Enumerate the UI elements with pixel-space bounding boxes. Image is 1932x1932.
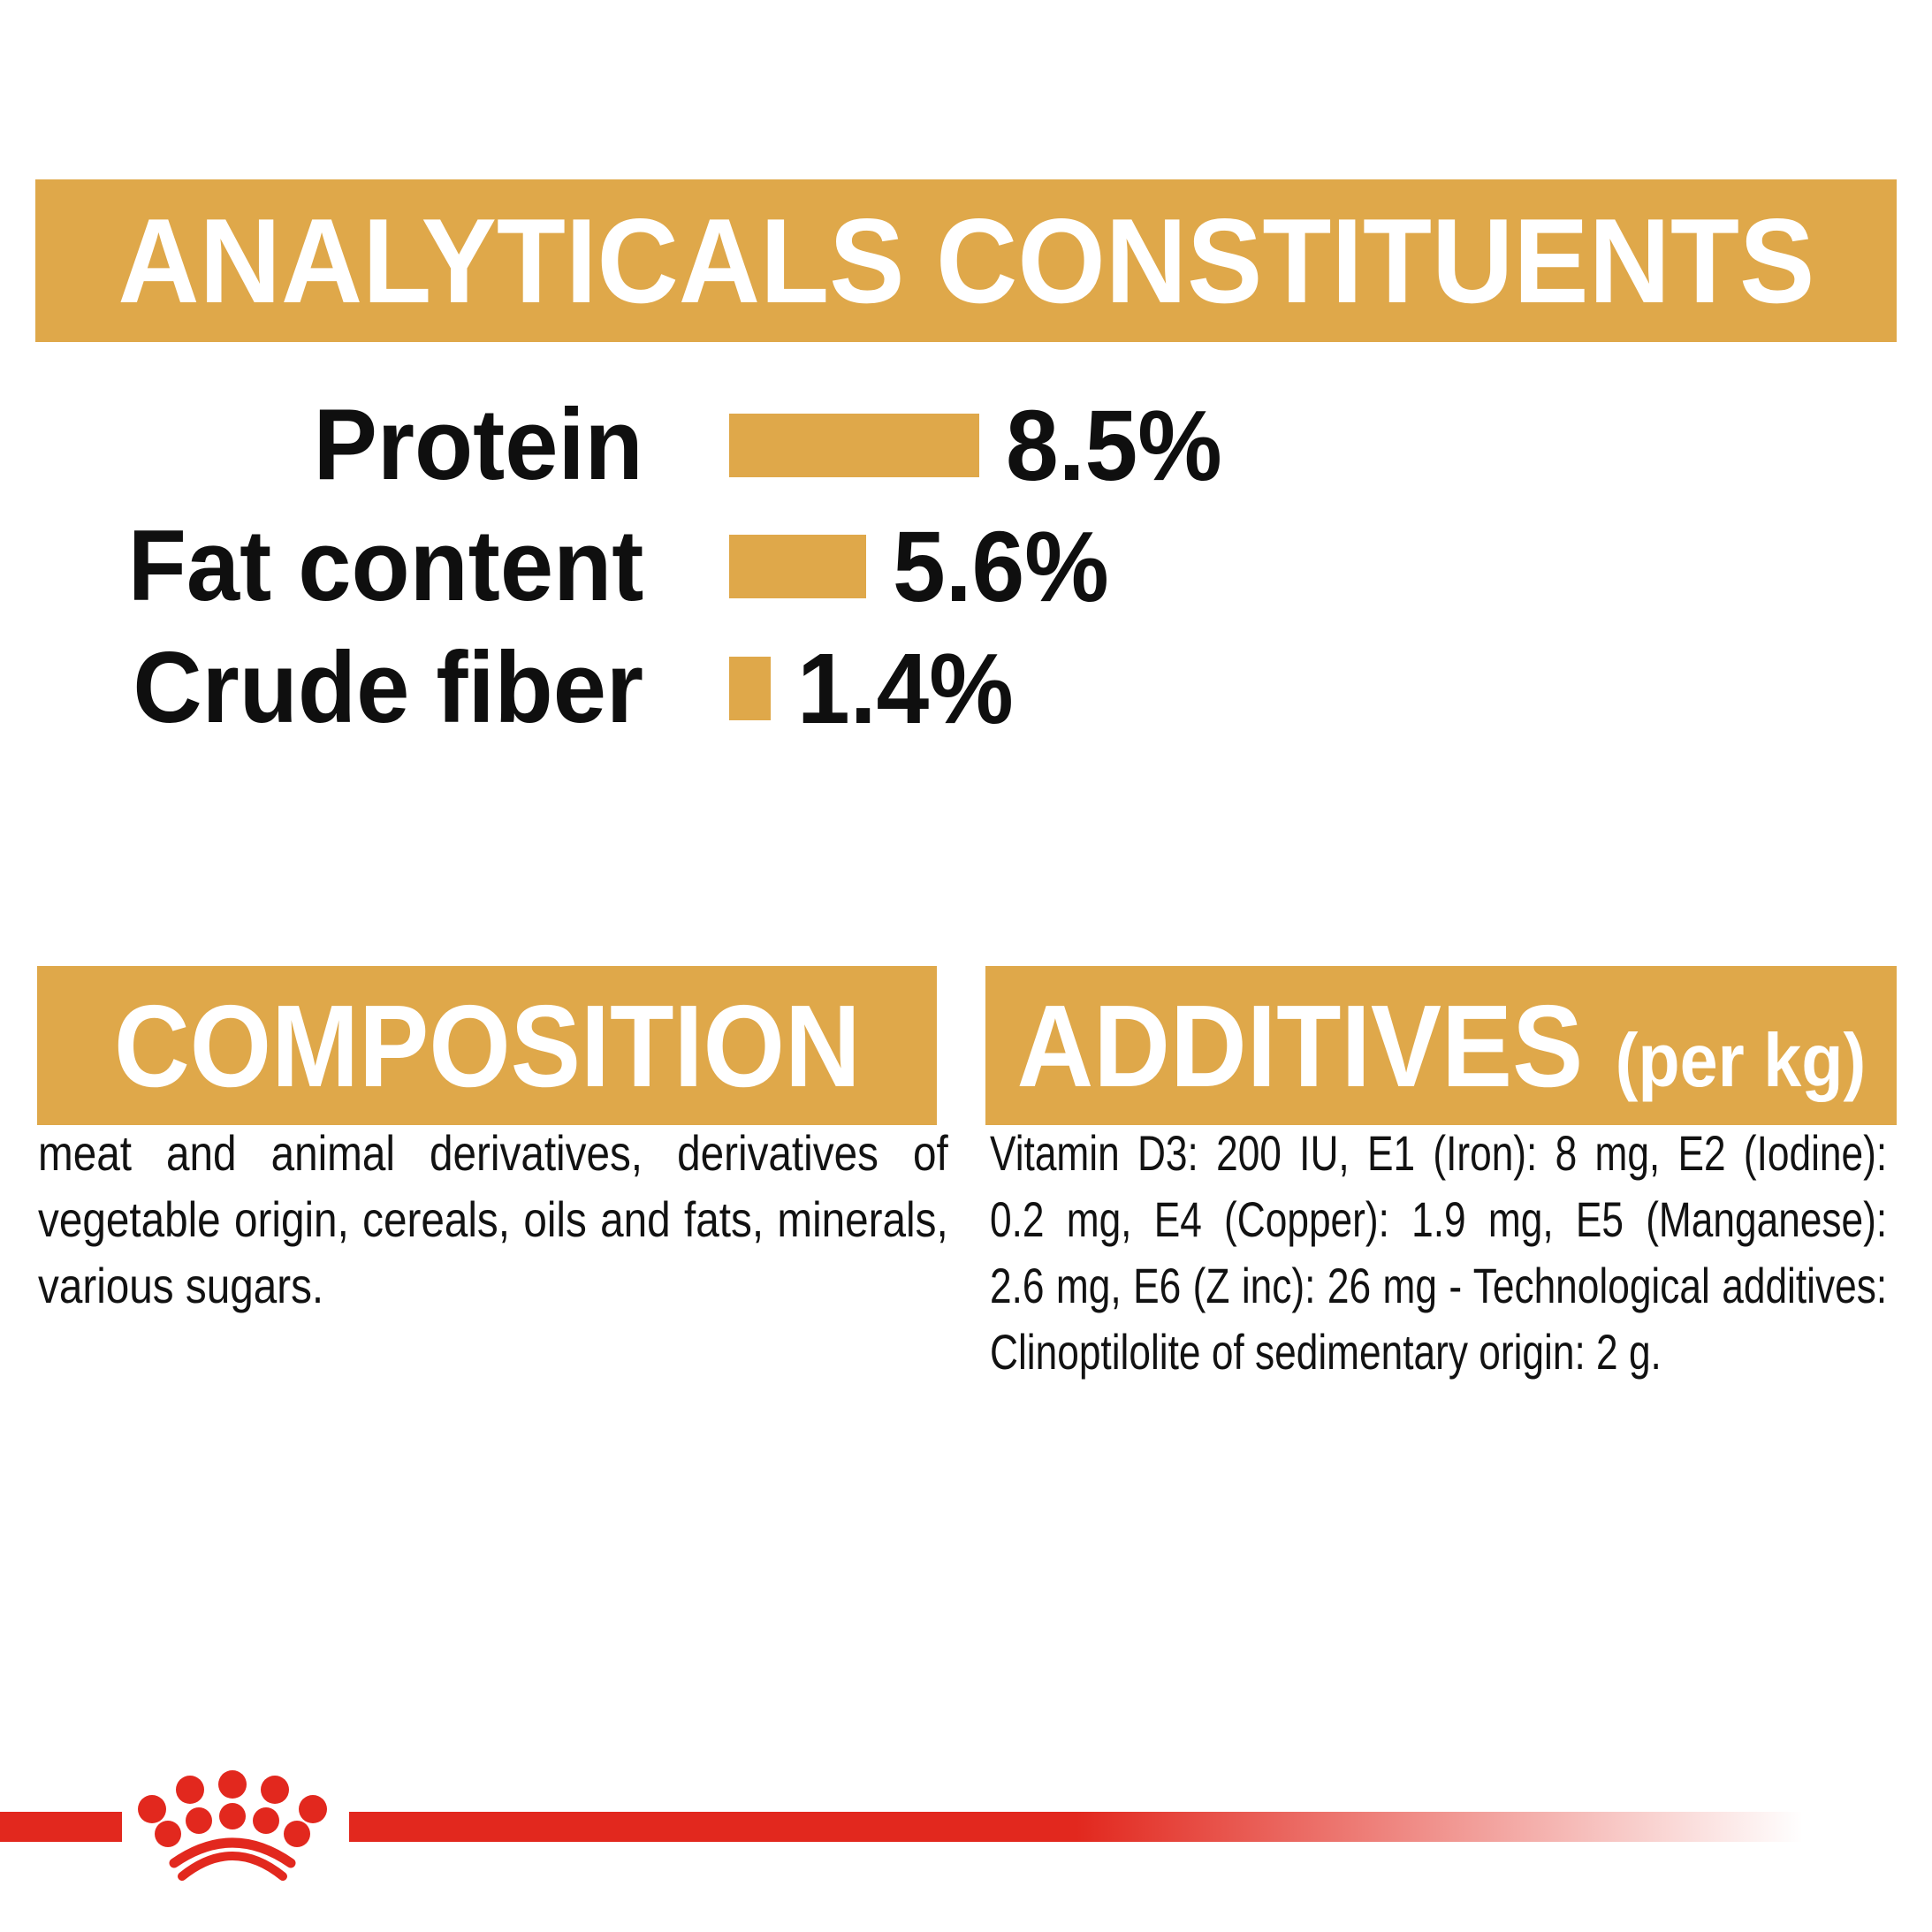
paragraph-line: Vitamin D3: 200 IU, E1 (Iron): 8 mg, E2 … [990, 1125, 1888, 1181]
chart-row: Crude fiber 1.4% [0, 632, 1932, 744]
crown-dot [176, 1776, 204, 1804]
chart-bar [729, 413, 979, 477]
crown-dot [138, 1795, 166, 1823]
additives-title-group: ADDITIVES (per kg) [1016, 979, 1866, 1113]
chart-label-wrap: Fat content [0, 510, 643, 622]
crown-dot [284, 1821, 310, 1847]
paragraph-line: 2.6 mg, E6 (Z inc): 26 mg - Technologica… [990, 1258, 1888, 1313]
crown-dot [299, 1795, 327, 1823]
composition-banner: COMPOSITION [37, 966, 937, 1125]
chart-label-wrap: Protein [0, 389, 643, 501]
chart-value-wrap: 5.6% [893, 509, 1121, 624]
red-line-left [0, 1812, 122, 1842]
crown-dot [261, 1776, 289, 1804]
additives-banner: ADDITIVES (per kg) [985, 966, 1897, 1125]
chart-category-label: Crude fiber [133, 632, 643, 744]
crown-dot [218, 1770, 247, 1799]
royal-canin-crown-icon [138, 1770, 327, 1881]
paragraph-line: various sugars. [38, 1258, 324, 1313]
crown-dot [253, 1807, 279, 1834]
chart-value: 8.5% [1006, 389, 1222, 501]
chart-value-wrap: 1.4% [797, 631, 1025, 746]
composition-title: COMPOSITION [113, 980, 861, 1111]
chart-value-wrap: 8.5% [1006, 388, 1234, 503]
additives-unit-label: (per kg) [1615, 1018, 1866, 1103]
chart-row: Fat content 5.6% [0, 510, 1932, 622]
crown-base-arc-outer [169, 1837, 296, 1868]
chart-row: Protein 8.5% [0, 389, 1932, 501]
chart-value: 1.4% [797, 632, 1014, 744]
chart-bar [729, 656, 771, 720]
additives-title: ADDITIVES [1016, 980, 1583, 1111]
analyticals-title: ANALYTICALS CONSTITUENTS [117, 194, 1815, 328]
paragraph-line: meat and animal derivatives, derivatives… [38, 1125, 948, 1181]
composition-body: meat and animal derivatives, derivatives… [38, 1120, 948, 1319]
paragraph-line: Clinoptilolite of sedimentary origin: 2 … [990, 1324, 1662, 1380]
chart-category-label: Fat content [127, 510, 643, 622]
crown-dot [155, 1821, 181, 1847]
footer-brand [0, 1770, 1803, 1881]
red-line-right [349, 1812, 1803, 1842]
additives-body: Vitamin D3: 200 IU, E1 (Iron): 8 mg, E2 … [990, 1120, 1887, 1385]
analyticals-banner: ANALYTICALS CONSTITUENTS [35, 179, 1897, 342]
chart-label-wrap: Crude fiber [0, 632, 643, 744]
crown-dot [219, 1803, 246, 1829]
chart-category-label: Protein [313, 389, 643, 501]
crown-dot [186, 1807, 212, 1834]
paragraph-line: vegetable origin, cereals, oils and fats… [38, 1191, 948, 1247]
paragraph-line: 0.2 mg, E4 (Copper): 1.9 mg, E5 (Mangane… [990, 1191, 1888, 1247]
crown-base-arc-inner [178, 1852, 287, 1881]
chart-bar [729, 534, 866, 598]
chart-value: 5.6% [893, 510, 1109, 622]
